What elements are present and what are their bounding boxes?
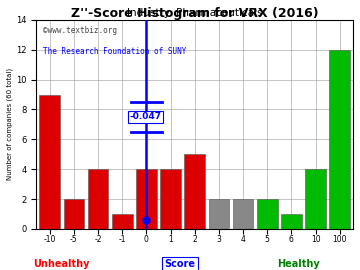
Text: Score: Score xyxy=(165,259,195,269)
Bar xyxy=(281,214,302,229)
Bar xyxy=(40,94,60,229)
Bar xyxy=(233,199,253,229)
Bar xyxy=(209,199,229,229)
Bar xyxy=(88,169,108,229)
Bar xyxy=(64,199,84,229)
Text: Healthy: Healthy xyxy=(278,259,320,269)
Bar xyxy=(329,50,350,229)
Bar xyxy=(305,169,326,229)
Bar xyxy=(257,199,278,229)
Text: Unhealthy: Unhealthy xyxy=(33,259,89,269)
Text: -0.047: -0.047 xyxy=(129,113,161,122)
Text: The Research Foundation of SUNY: The Research Foundation of SUNY xyxy=(43,47,186,56)
Text: Industry: Pharmaceuticals: Industry: Pharmaceuticals xyxy=(127,8,262,18)
Text: ©www.textbiz.org: ©www.textbiz.org xyxy=(43,26,117,35)
Title: Z''-Score Histogram for VRX (2016): Z''-Score Histogram for VRX (2016) xyxy=(71,7,319,20)
Bar xyxy=(112,214,132,229)
Bar xyxy=(136,169,157,229)
Bar xyxy=(184,154,205,229)
Y-axis label: Number of companies (60 total): Number of companies (60 total) xyxy=(7,68,13,180)
Bar xyxy=(160,169,181,229)
